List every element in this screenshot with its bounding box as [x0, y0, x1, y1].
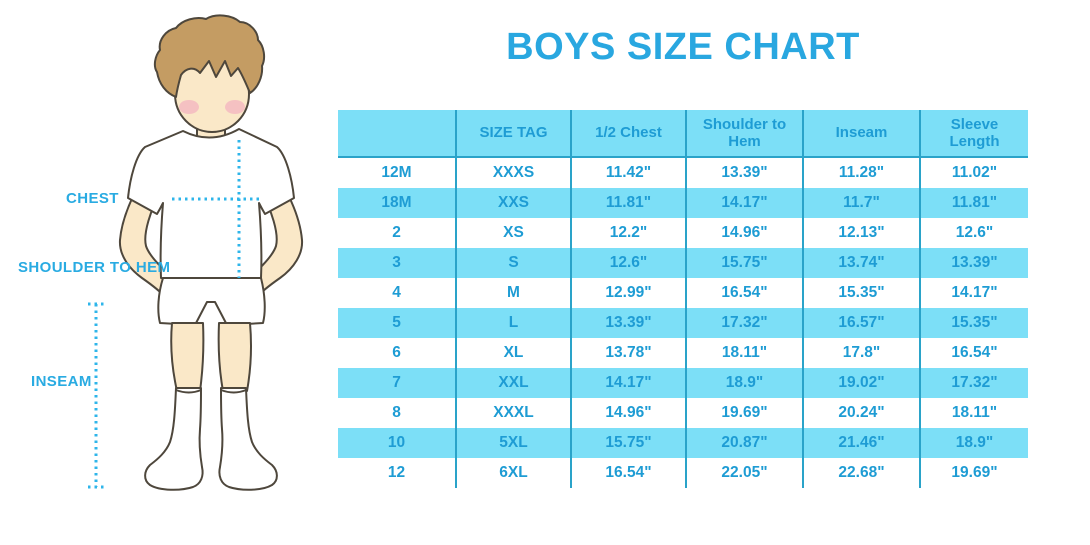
measurement-value-cell: 11.02" [919, 157, 1028, 188]
size-label-cell: 12 [338, 458, 456, 488]
table-row: 8 XXXL 14.96" 19.69" 20.24" 18.11" [338, 398, 1028, 428]
measurement-value-cell: 21.46" [802, 428, 920, 458]
measurement-value-cell: 15.35" [802, 278, 920, 308]
measurement-value-cell: 20.24" [802, 398, 920, 428]
table-row: 10 5XL 15.75" 20.87" 21.46" 18.9" [338, 428, 1028, 458]
measurement-value-cell: 15.75" [570, 428, 686, 458]
measurement-value-cell: 17.8" [802, 338, 920, 368]
measurement-value-cell: 14.96" [685, 218, 803, 248]
table-row: 5 L 13.39" 17.32" 16.57" 15.35" [338, 308, 1028, 338]
measurement-value-cell: XXXL [455, 398, 571, 428]
boy-shorts [157, 277, 266, 326]
measurement-value-cell: 16.54" [685, 278, 803, 308]
size-label-cell: 3 [338, 248, 456, 278]
table-row: 12 6XL 16.54" 22.05" 22.68" 19.69" [338, 458, 1028, 488]
measurement-value-cell: 13.78" [570, 338, 686, 368]
size-label-cell: 8 [338, 398, 456, 428]
measurement-value-cell: 20.87" [685, 428, 803, 458]
inseam-label: INSEAM [31, 373, 92, 390]
header-row: SIZE TAG 1/2 Chest Shoulder to Hem Inseam Sl… [338, 110, 1028, 158]
measurement-value-cell: XXS [455, 188, 571, 218]
measurement-value-cell: 18.11" [919, 398, 1028, 428]
size-label-cell: 5 [338, 308, 456, 338]
measurement-value-cell: 12.99" [570, 278, 686, 308]
size-table-container: SIZE TAG 1/2 Chest Shoulder to Hem Inseam Sl… [338, 110, 1028, 488]
column-header [338, 110, 456, 158]
measurement-value-cell: 12.13" [802, 218, 920, 248]
shoulder-to-hem-label: SHOULDER TO HEM [18, 259, 171, 276]
measurement-value-cell: S [455, 248, 571, 278]
measurement-value-cell: 17.32" [685, 308, 803, 338]
table-row: 7 XXL 14.17" 18.9" 19.02" 17.32" [338, 368, 1028, 398]
column-header: Sleeve Length [919, 110, 1028, 158]
measurement-value-cell: 14.17" [919, 278, 1028, 308]
table-row: 18M XXS 11.81" 14.17" 11.7" 11.81" [338, 188, 1028, 218]
boy-measurement-diagram: CHEST SHOULDER TO HEM INSEAM [0, 0, 345, 545]
measurement-value-cell: 13.74" [802, 248, 920, 278]
measurement-value-cell: 14.17" [570, 368, 686, 398]
measurement-value-cell: 18.9" [919, 428, 1028, 458]
measurement-value-cell: 22.68" [802, 458, 920, 488]
boy-hair [153, 14, 266, 98]
measurement-value-cell: XXXS [455, 157, 571, 188]
measurement-value-cell: 6XL [455, 458, 571, 488]
measurement-value-cell: L [455, 308, 571, 338]
measurement-value-cell: 19.69" [919, 458, 1028, 488]
measurement-value-cell: 11.81" [919, 188, 1028, 218]
measurement-value-cell: 15.35" [919, 308, 1028, 338]
measurement-value-cell: 14.96" [570, 398, 686, 428]
measurement-value-cell: 18.9" [685, 368, 803, 398]
boy-legs [170, 322, 252, 392]
measurement-value-cell: 11.81" [570, 188, 686, 218]
measurement-value-cell: XS [455, 218, 571, 248]
size-label-cell: 6 [338, 338, 456, 368]
measurement-value-cell: 17.32" [919, 368, 1028, 398]
table-row: 4 M 12.99" 16.54" 15.35" 14.17" [338, 278, 1028, 308]
measurement-value-cell: 5XL [455, 428, 571, 458]
measurement-value-cell: 12.2" [570, 218, 686, 248]
measurement-value-cell: M [455, 278, 571, 308]
measurement-value-cell: 16.57" [802, 308, 920, 338]
measurement-value-cell: 13.39" [685, 157, 803, 188]
measurement-lines [88, 140, 262, 489]
measurement-value-cell: 12.6" [570, 248, 686, 278]
measurement-value-cell: 11.42" [570, 157, 686, 188]
measurement-value-cell: 13.39" [919, 248, 1028, 278]
measurement-value-cell: 18.11" [685, 338, 803, 368]
column-header: 1/2 Chest [570, 110, 686, 158]
size-label-cell: 4 [338, 278, 456, 308]
table-row: 2 XS 12.2" 14.96" 12.13" 12.6" [338, 218, 1028, 248]
size-label-cell: 10 [338, 428, 456, 458]
boy-socks [144, 387, 278, 491]
measurement-value-cell: XL [455, 338, 571, 368]
column-header: Shoulder to Hem [685, 110, 803, 158]
table-row: 6 XL 13.78" 18.11" 17.8" 16.54" [338, 338, 1028, 368]
measurement-value-cell: 19.69" [685, 398, 803, 428]
size-label-cell: 18M [338, 188, 456, 218]
column-header: SIZE TAG [455, 110, 571, 158]
page-title: BOYS SIZE CHART [506, 26, 860, 68]
measurement-value-cell: 14.17" [685, 188, 803, 218]
measurement-value-cell: 12.6" [919, 218, 1028, 248]
boys-size-table: SIZE TAG 1/2 Chest Shoulder to Hem Inseam Sl… [338, 110, 1028, 488]
measurement-value-cell: 22.05" [685, 458, 803, 488]
size-label-cell: 7 [338, 368, 456, 398]
measurement-value-cell: 11.7" [802, 188, 920, 218]
measurement-value-cell: 11.28" [802, 157, 920, 188]
table-row: 3 S 12.6" 15.75" 13.74" 13.39" [338, 248, 1028, 278]
table-row: 12M XXXS 11.42" 13.39" 11.28" 11.02" [338, 157, 1028, 188]
measurement-value-cell: 16.54" [919, 338, 1028, 368]
boy-figure-svg [88, 14, 304, 491]
measurement-value-cell: 15.75" [685, 248, 803, 278]
size-label-cell: 12M [338, 157, 456, 188]
measurement-value-cell: XXL [455, 368, 571, 398]
size-label-cell: 2 [338, 218, 456, 248]
measurement-value-cell: 19.02" [802, 368, 920, 398]
measurement-value-cell: 16.54" [570, 458, 686, 488]
chest-label: CHEST [66, 190, 119, 207]
boy-blush [179, 100, 245, 114]
column-header: Inseam [802, 110, 920, 158]
measurement-value-cell: 13.39" [570, 308, 686, 338]
